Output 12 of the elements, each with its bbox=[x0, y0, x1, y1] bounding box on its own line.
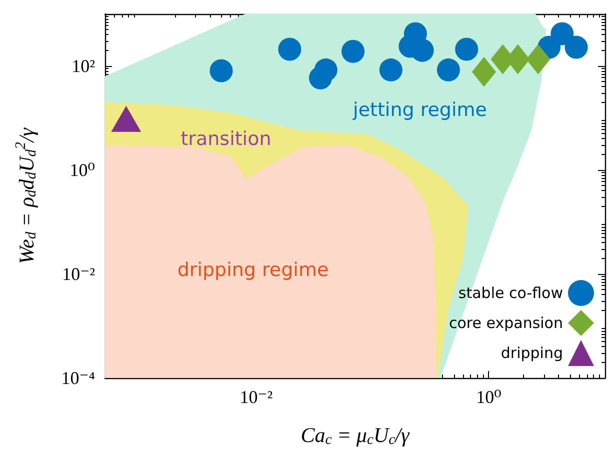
y-tick-label: 10⁻⁴ bbox=[61, 368, 95, 388]
legend-label: core expansion bbox=[449, 314, 563, 332]
annotation: dripping regime bbox=[177, 259, 329, 281]
x-axis-title: Cac = μcUc/γ bbox=[300, 423, 410, 448]
annotation: transition bbox=[180, 128, 272, 150]
legend-label: dripping bbox=[500, 344, 563, 362]
y-tick-label: 10⁻² bbox=[62, 264, 95, 284]
legend-label: stable co-flow bbox=[458, 284, 563, 302]
y-tick-label: 10² bbox=[72, 56, 95, 76]
text: Wed = ρdddUd2/γ bbox=[12, 128, 40, 264]
y-tick-label: 10⁰ bbox=[70, 160, 95, 180]
annotation: jetting regime bbox=[352, 99, 487, 121]
